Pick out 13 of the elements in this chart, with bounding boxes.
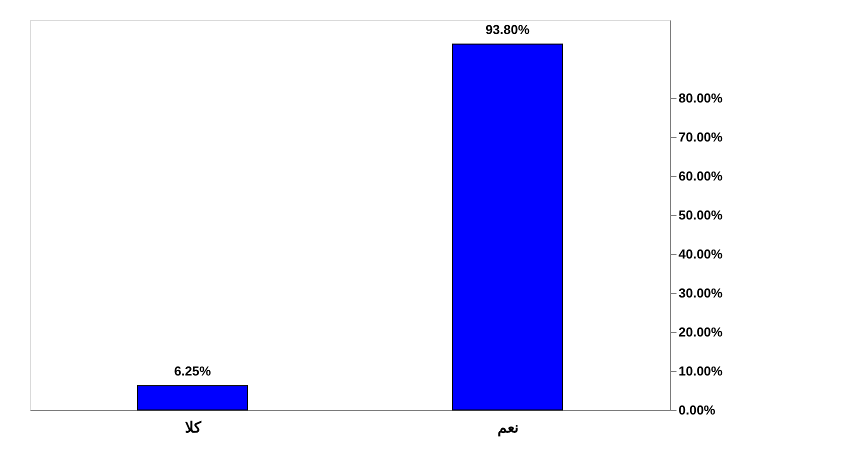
data-label: 6.25% bbox=[174, 364, 212, 379]
y-tick-label: 80.00% bbox=[678, 90, 724, 106]
y-tick-label: 10.00% bbox=[678, 364, 724, 378]
y-tick-label: 50.00% bbox=[678, 208, 724, 222]
y-tick-label: 0.00% bbox=[678, 402, 716, 418]
y-tick-label: 20.00% bbox=[678, 324, 724, 340]
y-tick-label: 40.00% bbox=[678, 246, 724, 262]
y-tick-label: 30.00% bbox=[678, 286, 724, 300]
y-tick-label: 70.00% bbox=[678, 130, 724, 144]
x-tick-label: كلا bbox=[185, 420, 202, 436]
y-tick-label: 60.00% bbox=[678, 168, 724, 184]
data-label: 93.80% bbox=[485, 22, 530, 38]
x-tick-label: نعم bbox=[498, 420, 518, 436]
